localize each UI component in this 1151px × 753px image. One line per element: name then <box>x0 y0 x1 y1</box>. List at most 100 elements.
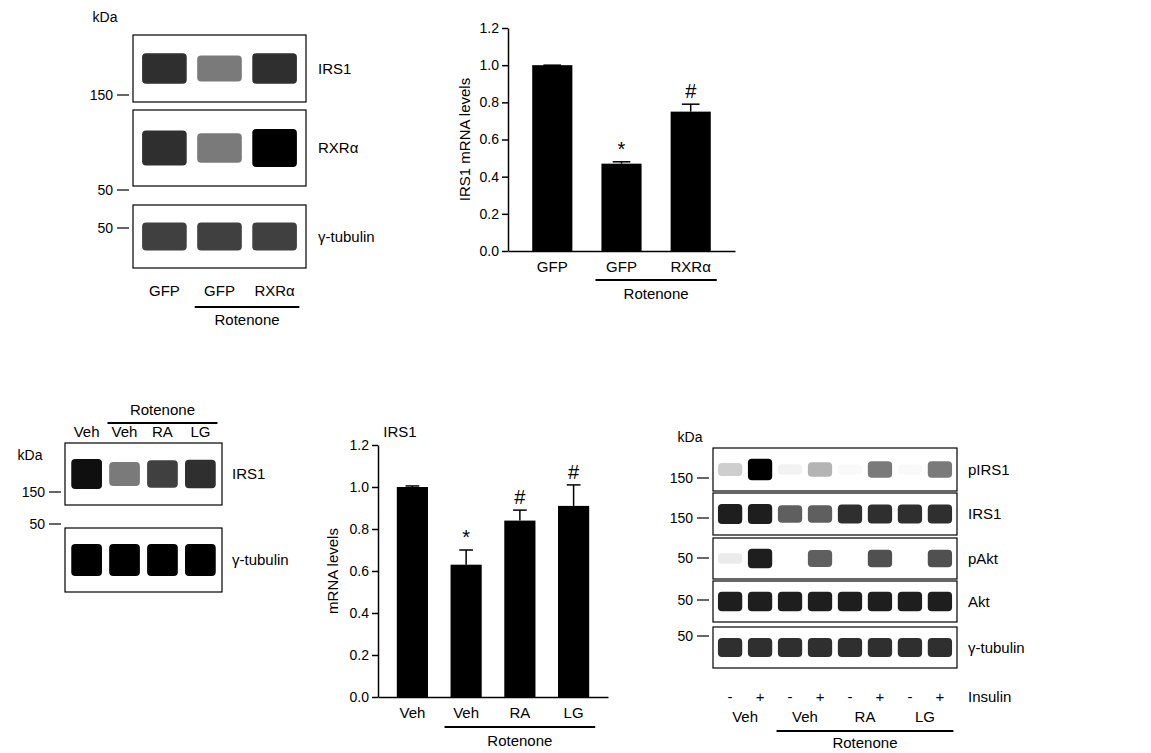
band <box>185 460 216 488</box>
tick-label: 1.0 <box>480 57 500 73</box>
tick-label: 0.2 <box>350 647 370 663</box>
y-tick: 0.2 <box>350 647 378 663</box>
row-label: RXRα <box>318 139 359 156</box>
row-label: pAkt <box>968 550 999 567</box>
band <box>718 463 742 476</box>
x-tick: RXRα <box>671 251 712 275</box>
western-blot: kDapIRS1150IRS1150pAkt50Akt50γ-tubulin50… <box>670 429 1025 751</box>
lanes-title: Insulin <box>968 688 1011 705</box>
tick-mark <box>372 655 378 657</box>
tick-mark <box>502 214 508 216</box>
blot-panel <box>713 627 957 668</box>
kda-label: kDa <box>18 447 43 463</box>
tick-label: GFP <box>537 258 568 275</box>
kda-label: kDa <box>678 429 703 445</box>
marker-tick <box>49 491 61 492</box>
blot-panel <box>133 35 306 102</box>
tick-mark <box>372 487 378 489</box>
y-tick: 0.0 <box>480 243 508 259</box>
lane-group-label: Veh <box>792 708 818 725</box>
band <box>868 592 892 611</box>
y-tick: 0.8 <box>480 94 508 110</box>
marker-label: 150 <box>90 87 114 103</box>
error-bar <box>613 162 631 164</box>
tick-label: 0.4 <box>480 169 500 185</box>
blot-panel <box>713 493 957 535</box>
band <box>252 129 297 167</box>
lane-label: RXRα <box>254 282 295 299</box>
band <box>748 549 772 568</box>
lane-label: GFP <box>149 282 180 299</box>
tick-mark <box>372 571 378 573</box>
band <box>71 544 102 576</box>
y-axis: 0.00.20.40.60.81.01.2 <box>350 437 379 705</box>
band <box>838 464 862 474</box>
y-tick: 1.0 <box>480 57 508 73</box>
error-bar <box>513 510 527 520</box>
tick-label: RXRα <box>671 258 712 275</box>
band <box>838 592 862 611</box>
lane-label: + <box>876 688 885 705</box>
band <box>142 223 187 251</box>
band <box>898 504 922 523</box>
lane-label: Veh <box>74 423 100 440</box>
band <box>778 554 802 563</box>
band <box>147 544 178 576</box>
plot-area <box>397 485 589 697</box>
y-tick: 0.2 <box>480 206 508 222</box>
band <box>868 461 892 478</box>
marker-label: 150 <box>22 484 46 500</box>
plot-area <box>532 65 711 251</box>
bar-chart: 0.00.20.40.60.81.01.2GFPGFPRXRα*#Rotenon… <box>456 20 736 302</box>
tick-label: 0.4 <box>350 605 370 621</box>
error-cap <box>459 549 473 551</box>
band <box>868 504 892 523</box>
group-line <box>107 422 217 424</box>
marker-label: 50 <box>97 220 113 236</box>
western-blot: kDaIRS1150γ-tubulin50VehVehRALGRotenone <box>18 401 289 592</box>
row-label: γ-tubulin <box>232 551 289 568</box>
x-axis: GFP GFP RXRα <box>509 251 736 275</box>
lane-label: - <box>788 688 793 705</box>
marker-tick <box>49 523 61 524</box>
band <box>928 592 952 611</box>
y-tick: 0.8 <box>350 521 378 537</box>
blot-panel <box>65 443 222 505</box>
tick-label: 0.8 <box>350 521 370 537</box>
band <box>252 223 297 251</box>
marker-label: 150 <box>670 470 694 486</box>
tick-label: 1.0 <box>350 479 370 495</box>
band <box>928 638 952 657</box>
tick-label: 0.0 <box>350 689 370 705</box>
annotation: * <box>618 138 626 160</box>
bar <box>397 487 428 697</box>
group-line <box>595 279 716 281</box>
blot-panel <box>713 448 957 491</box>
error-stem <box>690 104 692 111</box>
tick-mark <box>372 697 378 699</box>
band <box>142 53 187 84</box>
marker-tick <box>697 477 709 478</box>
lane-label: + <box>936 688 945 705</box>
tick-mark <box>372 445 378 447</box>
tick-label: RA <box>509 704 530 721</box>
band <box>147 460 178 488</box>
y-tick: 0.6 <box>350 563 378 579</box>
lane-label: RA <box>152 423 173 440</box>
marker-tick <box>117 227 129 228</box>
band <box>718 592 742 611</box>
band <box>898 464 922 474</box>
marker-label: 50 <box>677 550 693 566</box>
band <box>748 504 772 524</box>
group-line <box>445 726 596 728</box>
x-tick: GFP <box>606 251 637 275</box>
bar <box>671 112 711 251</box>
lane-label: - <box>907 688 912 705</box>
band <box>808 505 832 522</box>
band <box>838 638 862 657</box>
error-cap <box>513 509 527 511</box>
band <box>109 544 140 576</box>
band <box>197 223 242 251</box>
lane-group-label: RA <box>855 708 876 725</box>
band <box>928 461 952 478</box>
